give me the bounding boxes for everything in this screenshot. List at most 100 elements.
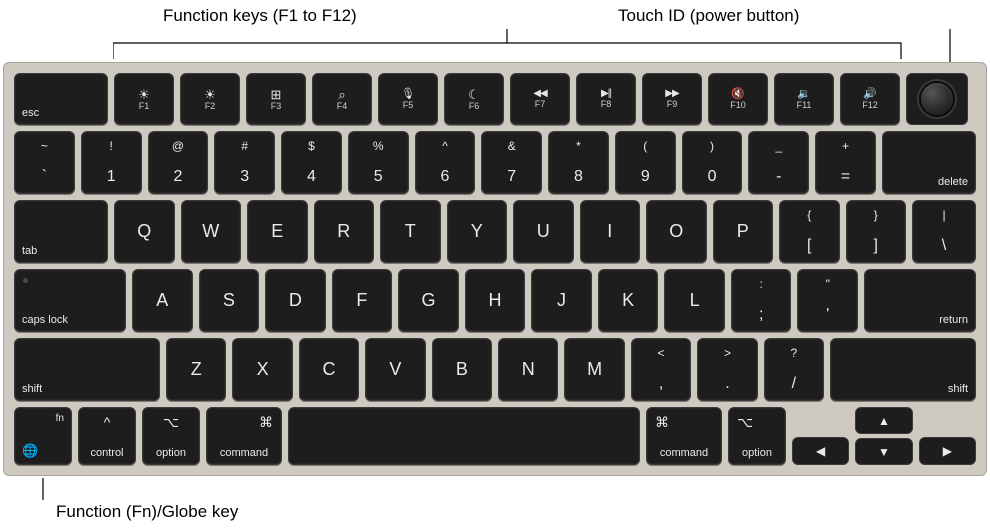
key-right-option[interactable]: ⌥ option — [728, 407, 786, 465]
key-n[interactable]: N — [498, 338, 558, 401]
key-7[interactable]: &7 — [481, 131, 542, 194]
key-arrow-down[interactable]: ▼ — [855, 438, 912, 465]
rewind-icon: ◀◀ — [533, 89, 546, 99]
key-semicolon[interactable]: :; — [731, 269, 792, 332]
key-fn-globe[interactable]: fn 🌐 — [14, 407, 72, 465]
key-minus[interactable]: _- — [748, 131, 809, 194]
key-grave[interactable]: ~ ` — [14, 131, 75, 194]
key-g[interactable]: G — [398, 269, 459, 332]
key-delete[interactable]: delete — [882, 131, 976, 194]
key-l[interactable]: L — [664, 269, 725, 332]
key-k[interactable]: K — [598, 269, 659, 332]
key-v[interactable]: V — [365, 338, 425, 401]
key-f9[interactable]: ▶▶ F9 — [642, 73, 702, 125]
key-left-command[interactable]: ⌘ command — [206, 407, 282, 465]
key-capslock[interactable]: caps lock — [14, 269, 126, 332]
key-z[interactable]: Z — [166, 338, 226, 401]
key-f[interactable]: F — [332, 269, 393, 332]
key-u[interactable]: U — [513, 200, 574, 263]
key-8[interactable]: *8 — [548, 131, 609, 194]
key-arrow-up[interactable]: ▲ — [855, 407, 912, 434]
key-b[interactable]: B — [432, 338, 492, 401]
row-asdf: caps lock A S D F G H J K L :; "' return — [14, 269, 976, 332]
key-f12[interactable]: 🔊 F12 — [840, 73, 900, 125]
key-h[interactable]: H — [465, 269, 526, 332]
key-t[interactable]: T — [380, 200, 441, 263]
key-left-shift[interactable]: shift — [14, 338, 160, 401]
key-9[interactable]: (9 — [615, 131, 676, 194]
key-j-l: J — [557, 290, 566, 311]
key-p[interactable]: P — [713, 200, 774, 263]
key-control[interactable]: ^ control — [78, 407, 136, 465]
key-f7[interactable]: ◀◀ F7 — [510, 73, 570, 125]
key-4[interactable]: $4 — [281, 131, 342, 194]
key-3[interactable]: #3 — [214, 131, 275, 194]
key-f8[interactable]: ▶|| F8 — [576, 73, 636, 125]
key-o[interactable]: O — [646, 200, 707, 263]
key-period[interactable]: >. — [697, 338, 757, 401]
key-1[interactable]: !1 — [81, 131, 142, 194]
label-function-keys: Function keys (F1 to F12) — [163, 6, 357, 26]
key-left-option[interactable]: ⌥ option — [142, 407, 200, 465]
key-return[interactable]: return — [864, 269, 976, 332]
key-r[interactable]: R — [314, 200, 375, 263]
key-f5[interactable]: 🎙 F5 — [378, 73, 438, 125]
key-5[interactable]: %5 — [348, 131, 409, 194]
key-f10[interactable]: 🔇 F10 — [708, 73, 768, 125]
key-c[interactable]: C — [299, 338, 359, 401]
key-right-shift[interactable]: shift — [830, 338, 976, 401]
key-comma[interactable]: <, — [631, 338, 691, 401]
key-s[interactable]: S — [199, 269, 260, 332]
key-delete-label: delete — [938, 176, 968, 188]
key-f4-sub: F4 — [337, 101, 348, 111]
key-f1[interactable]: ☀ F1 — [114, 73, 174, 125]
key-8-l: 8 — [574, 169, 583, 185]
key-rcmd-label: command — [647, 447, 721, 459]
key-e[interactable]: E — [247, 200, 308, 263]
key-rb-u: } — [874, 209, 878, 221]
key-x[interactable]: X — [232, 338, 292, 401]
touch-id-button[interactable] — [906, 73, 968, 125]
key-tab[interactable]: tab — [14, 200, 108, 263]
key-lshift-label: shift — [22, 383, 42, 395]
key-f11[interactable]: 🔉 F11 — [774, 73, 834, 125]
key-q[interactable]: Q — [114, 200, 175, 263]
dictation-icon: 🎙 — [401, 89, 415, 100]
key-f12-sub: F12 — [862, 100, 878, 110]
key-lbracket[interactable]: {[ — [779, 200, 840, 263]
key-rbracket[interactable]: }] — [846, 200, 907, 263]
key-bs-u: | — [942, 209, 945, 221]
key-space[interactable] — [288, 407, 640, 465]
key-roption-label: option — [729, 447, 785, 459]
key-m[interactable]: M — [564, 338, 624, 401]
key-6[interactable]: ^6 — [415, 131, 476, 194]
key-arrow-left[interactable]: ◀ — [792, 437, 849, 465]
key-j[interactable]: J — [531, 269, 592, 332]
key-backslash[interactable]: |\ — [912, 200, 976, 263]
key-0[interactable]: )0 — [682, 131, 743, 194]
arrow-left-icon: ◀ — [816, 444, 825, 458]
key-f4[interactable]: ⌕ F4 — [312, 73, 372, 125]
key-r-l: R — [337, 221, 350, 242]
key-p-l: P — [737, 221, 749, 242]
key-f2[interactable]: ☀ F2 — [180, 73, 240, 125]
key-slash[interactable]: ?/ — [764, 338, 824, 401]
key-y[interactable]: Y — [447, 200, 508, 263]
key-esc[interactable]: esc — [14, 73, 108, 125]
key-d-l: D — [289, 290, 302, 311]
key-f6[interactable]: ☾ F6 — [444, 73, 504, 125]
key-w[interactable]: W — [181, 200, 242, 263]
key-a[interactable]: A — [132, 269, 193, 332]
key-right-command[interactable]: ⌘ command — [646, 407, 722, 465]
key-equals[interactable]: += — [815, 131, 876, 194]
key-0-l: 0 — [708, 169, 717, 185]
key-i[interactable]: I — [580, 200, 641, 263]
key-quote[interactable]: "' — [797, 269, 858, 332]
key-arrow-right[interactable]: ▶ — [919, 437, 976, 465]
key-f3[interactable]: ⊞ F3 — [246, 73, 306, 125]
key-lcmd-label: command — [207, 447, 281, 459]
key-2[interactable]: @2 — [148, 131, 209, 194]
key-4-l: 4 — [307, 169, 316, 185]
key-3-u: # — [241, 140, 248, 152]
key-d[interactable]: D — [265, 269, 326, 332]
